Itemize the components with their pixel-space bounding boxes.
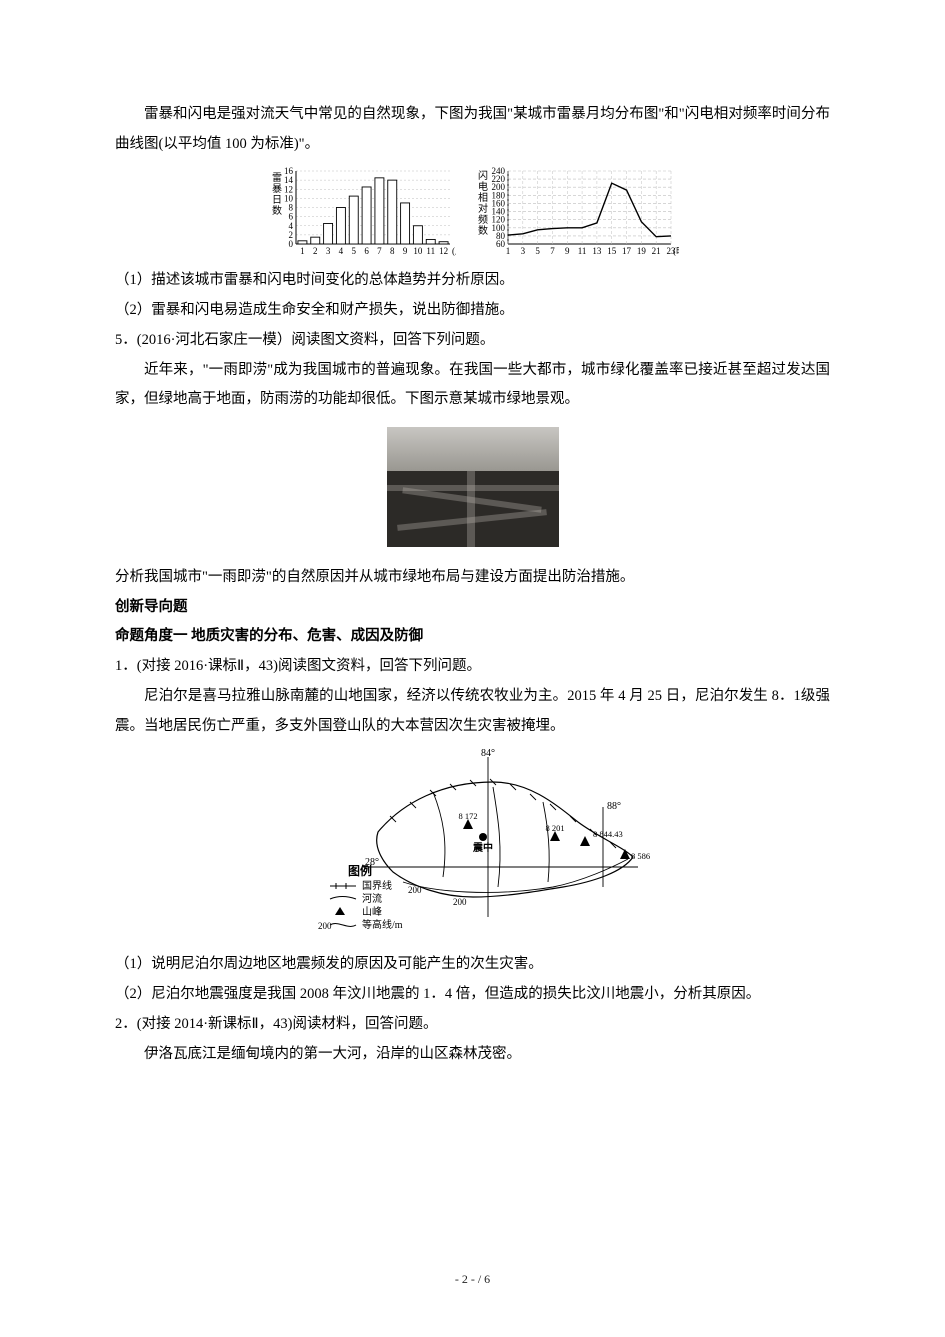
svg-text:17: 17	[622, 246, 632, 256]
new-item-2-heading: 2．(对接 2014·新课标Ⅱ，43)阅读材料，回答问题。	[115, 1010, 830, 1040]
svg-text:日: 日	[272, 195, 282, 206]
svg-text:8: 8	[390, 246, 395, 256]
svg-text:7: 7	[550, 246, 555, 256]
svg-text:山峰: 山峰	[362, 906, 382, 918]
svg-text:13: 13	[592, 246, 602, 256]
svg-text:84°: 84°	[481, 748, 495, 759]
svg-text:14: 14	[284, 176, 294, 186]
item-5-question: 分析我国城市"一雨即涝"的自然原因并从城市绿地布局与建设方面提出防治措施。	[115, 563, 830, 593]
svg-text:6: 6	[289, 212, 294, 222]
bar-chart: 0246810121416123456789101112(月)雷暴日数	[266, 165, 456, 260]
svg-text:暴: 暴	[272, 183, 282, 195]
svg-text:7: 7	[377, 246, 382, 256]
svg-text:240: 240	[492, 166, 506, 176]
svg-text:1: 1	[300, 246, 305, 256]
item-5-heading: 5．(2016·河北石家庄一模）阅读图文资料，回答下列问题。	[115, 326, 830, 356]
svg-text:2: 2	[313, 246, 318, 256]
svg-text:4: 4	[289, 221, 294, 231]
nepal-map: 84°88°2002008 1728 2018 844.438 586震中28°…	[293, 747, 653, 942]
new-item-1-q2: （2）尼泊尔地震强度是我国 2008 年汶川地震的 1．4 倍，但造成的损失比汶…	[115, 980, 830, 1010]
svg-text:0: 0	[289, 239, 294, 249]
svg-text:5: 5	[535, 246, 540, 256]
svg-text:8 172: 8 172	[458, 811, 477, 821]
svg-text:频: 频	[478, 213, 488, 226]
intro-paragraph: 雷暴和闪电是强对流天气中常见的自然现象，下图为我国"某城市雷暴月均分布图"和"闪…	[115, 100, 830, 159]
svg-text:11: 11	[426, 246, 435, 256]
svg-text:电: 电	[478, 180, 488, 193]
svg-text:9: 9	[565, 246, 570, 256]
svg-text:闪: 闪	[478, 169, 488, 182]
page: 雷暴和闪电是强对流天气中常见的自然现象，下图为我国"某城市雷暴月均分布图"和"闪…	[0, 0, 945, 1337]
svg-text:88°: 88°	[607, 801, 621, 812]
svg-text:图例: 图例	[348, 863, 372, 878]
item-5-paragraph: 近年来，"一雨即涝"成为我国城市的普遍现象。在我国一些大都市，城市绿化覆盖率已接…	[115, 356, 830, 415]
svg-text:4: 4	[339, 246, 344, 256]
new-item-1-heading: 1．(对接 2016·课标Ⅱ，43)阅读图文资料，回答下列问题。	[115, 652, 830, 682]
svg-text:河流: 河流	[362, 892, 382, 905]
svg-text:16: 16	[284, 166, 294, 176]
landscape-photo	[387, 427, 559, 547]
svg-text:10: 10	[413, 246, 423, 256]
svg-text:3: 3	[521, 246, 526, 256]
svg-text:国界线: 国界线	[362, 879, 392, 892]
section-heading-1: 创新导向题	[115, 593, 830, 623]
question-1: （1）描述该城市雷暴和闪电时间变化的总体趋势并分析原因。	[115, 266, 830, 296]
svg-text:3: 3	[326, 246, 331, 256]
svg-text:8: 8	[289, 203, 294, 213]
svg-text:(时): (时)	[673, 245, 679, 256]
svg-text:12: 12	[284, 185, 293, 195]
page-footer: - 2 - / 6	[0, 1267, 945, 1292]
svg-text:数: 数	[272, 204, 282, 217]
svg-text:2: 2	[289, 230, 294, 240]
footer-sep2: - /	[468, 1272, 484, 1286]
svg-text:8 844.43: 8 844.43	[593, 829, 623, 839]
svg-text:11: 11	[578, 246, 587, 256]
svg-text:10: 10	[284, 194, 294, 204]
new-item-1-paragraph: 尼泊尔是喜马拉雅山脉南麓的山地国家，经济以传统农牧业为主。2015 年 4 月 …	[115, 682, 830, 741]
svg-text:(月): (月)	[452, 246, 456, 256]
footer-page-total: 6	[484, 1272, 490, 1286]
section-heading-2: 命题角度一 地质灾害的分布、危害、成因及防御	[115, 622, 830, 652]
footer-sep1: -	[455, 1272, 462, 1286]
nepal-map-wrap: 84°88°2002008 1728 2018 844.438 586震中28°…	[115, 747, 830, 942]
charts-row: 0246810121416123456789101112(月)雷暴日数 6080…	[115, 165, 830, 260]
svg-text:8 586: 8 586	[631, 851, 650, 861]
svg-text:震中: 震中	[473, 841, 493, 854]
svg-text:1: 1	[506, 246, 511, 256]
line-chart: 6080100120140160180200220240135791113151…	[474, 165, 679, 260]
question-2: （2）雷暴和闪电易造成生命安全和财产损失，说出防御措施。	[115, 296, 830, 326]
svg-text:200: 200	[453, 897, 467, 907]
svg-text:200: 200	[318, 921, 332, 931]
svg-text:15: 15	[607, 246, 617, 256]
svg-text:9: 9	[403, 246, 408, 256]
svg-text:等高线/m: 等高线/m	[362, 918, 403, 931]
svg-text:5: 5	[352, 246, 357, 256]
svg-text:8 201: 8 201	[545, 823, 564, 833]
svg-text:21: 21	[652, 246, 661, 256]
svg-text:6: 6	[364, 246, 369, 256]
svg-text:数: 数	[478, 224, 488, 237]
svg-text:19: 19	[637, 246, 647, 256]
svg-text:12: 12	[439, 246, 448, 256]
new-item-1-q1: （1）说明尼泊尔周边地区地震频发的原因及可能产生的次生灾害。	[115, 950, 830, 980]
landscape-photo-wrap	[115, 427, 830, 547]
svg-text:200: 200	[408, 885, 422, 895]
svg-text:雷: 雷	[272, 172, 282, 184]
svg-text:相: 相	[478, 191, 488, 204]
svg-text:对: 对	[478, 202, 488, 215]
new-item-2-paragraph: 伊洛瓦底江是缅甸境内的第一大河，沿岸的山区森林茂密。	[115, 1040, 830, 1070]
